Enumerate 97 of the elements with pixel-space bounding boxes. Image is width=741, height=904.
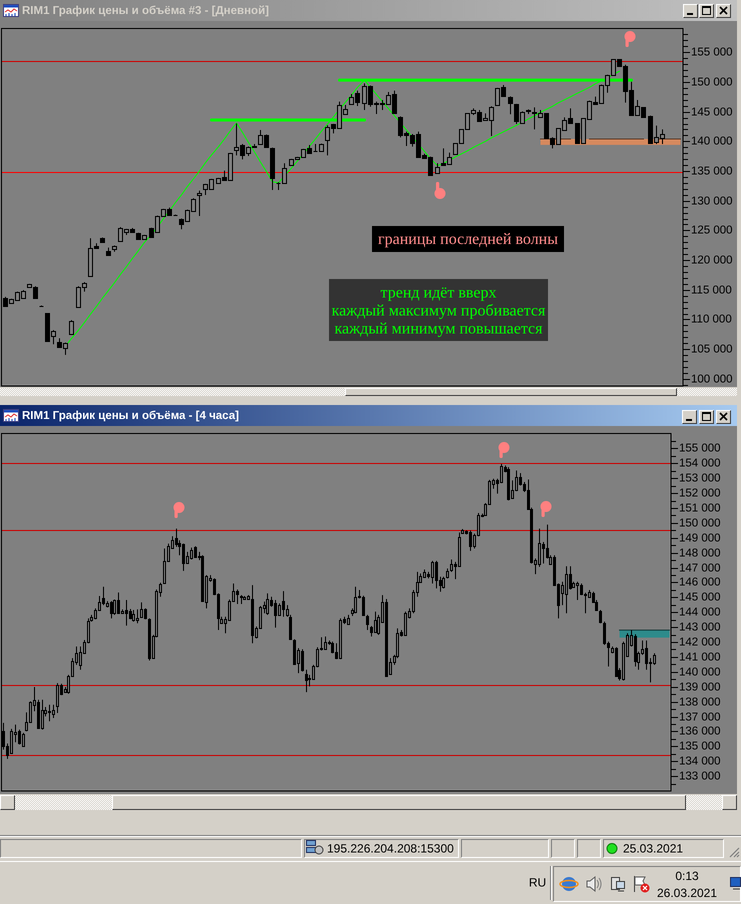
candlestick [163, 548, 166, 584]
candlestick [339, 618, 342, 660]
y-tick-label: 155 000 [691, 46, 733, 58]
y-tick-label: 150 000 [679, 518, 721, 530]
y-tick-label: 155 000 [679, 442, 721, 454]
y-tick-label: 138 000 [679, 696, 721, 708]
chart-title: RIM1 График цены и объёма #3 - [Дневной] [22, 5, 270, 17]
candlestick [112, 245, 117, 252]
candlestick [366, 614, 369, 630]
y-tick-label: 148 000 [679, 548, 721, 560]
candlestick [599, 610, 602, 624]
candlestick [385, 598, 388, 677]
annotation: каждый максимум пробивается [332, 302, 546, 320]
candlestick [526, 108, 531, 115]
text: 25.03.2021 [623, 842, 684, 856]
candlestick [301, 648, 304, 672]
candlestick [194, 546, 197, 558]
candlestick [469, 530, 472, 552]
y-tick-label: 125 000 [691, 224, 733, 236]
candlestick [404, 611, 407, 636]
candlestick [374, 611, 377, 634]
candlestick [576, 581, 579, 601]
y-tick-label: 153 000 [679, 472, 721, 484]
y-tick-label: 151 000 [679, 502, 721, 514]
candlestick [270, 147, 275, 190]
candlestick [132, 610, 135, 622]
candlestick [305, 669, 308, 693]
y-tick-label: 130 000 [691, 196, 733, 208]
y-tick-label: 135 000 [679, 740, 721, 752]
candlestick [324, 636, 327, 650]
candlestick [347, 614, 350, 626]
candlestick [190, 547, 193, 560]
y-tick-label: 150 000 [691, 76, 733, 88]
candlestick [507, 466, 510, 501]
y-tick-label: 149 000 [679, 532, 721, 544]
annotation: границы последней волны [378, 231, 558, 248]
candlestick [117, 592, 120, 615]
candlestick [435, 560, 438, 589]
y-tick-label: 146 000 [679, 576, 721, 588]
text: RU [528, 876, 546, 890]
candlestick [56, 682, 59, 714]
candlestick [197, 190, 202, 216]
y-tick-label: 105 000 [691, 344, 733, 356]
candlestick [446, 568, 449, 579]
y-tick-label: 137 000 [679, 712, 721, 724]
candlestick [100, 237, 105, 243]
candlestick [615, 646, 618, 678]
y-tick-label: 143 000 [679, 622, 721, 634]
y-tick-label: 152 000 [679, 488, 721, 500]
candlestick [140, 602, 143, 618]
candlestick [508, 96, 513, 115]
candlestick [48, 704, 51, 722]
y-tick-label: 141 000 [679, 652, 721, 664]
candlestick [354, 586, 357, 614]
y-tick-label: 145 000 [679, 592, 721, 604]
candlestick [148, 618, 151, 662]
candlestick [52, 704, 55, 719]
candlestick [442, 576, 445, 589]
y-tick-label: 110 000 [691, 314, 732, 326]
candlestick [110, 600, 113, 619]
candlestick [69, 320, 74, 336]
candlestick [634, 634, 637, 667]
y-tick-label: 135 000 [691, 166, 733, 178]
y-tick-label: 140 000 [679, 666, 721, 678]
candlestick [22, 732, 25, 748]
y-tick-label: 144 000 [679, 606, 721, 618]
y-tick-label: 134 000 [679, 756, 721, 768]
candlestick [435, 162, 440, 174]
y-tick-label: 133 000 [679, 770, 721, 782]
candlestick [243, 596, 246, 601]
y-tick-label: 145 000 [691, 106, 733, 118]
y-tick-label: 142 000 [679, 636, 721, 648]
candlestick [565, 566, 568, 614]
y-tick-label: 136 000 [679, 726, 721, 738]
chart-title: RIM1 График цены и объёма - [4 часа] [22, 410, 240, 422]
candlestick [136, 608, 139, 624]
y-tick-label: 139 000 [679, 682, 721, 694]
y-tick-label: 115 000 [691, 284, 732, 296]
y-tick-label: 120 000 [691, 254, 733, 266]
candlestick [274, 600, 277, 628]
y-tick-label: 154 000 [679, 458, 721, 470]
annotation: каждый минимум повышается [334, 320, 544, 338]
text: 26.03.2021 [656, 886, 718, 900]
candlestick [182, 543, 185, 572]
candlestick [282, 590, 285, 618]
candlestick [41, 699, 44, 730]
annotation: тренд идёт вверх [380, 284, 496, 302]
y-tick-label: 147 000 [679, 562, 721, 574]
candlestick [106, 247, 111, 256]
candlestick [251, 584, 254, 644]
y-tick-label: 140 000 [691, 136, 733, 148]
candlestick [125, 600, 128, 626]
candlestick [266, 592, 269, 616]
candlestick [240, 594, 243, 605]
text: 0:13 [675, 869, 699, 883]
y-tick-label: 100 000 [691, 374, 733, 386]
text: 195.226.204.208:15300 [327, 842, 454, 856]
